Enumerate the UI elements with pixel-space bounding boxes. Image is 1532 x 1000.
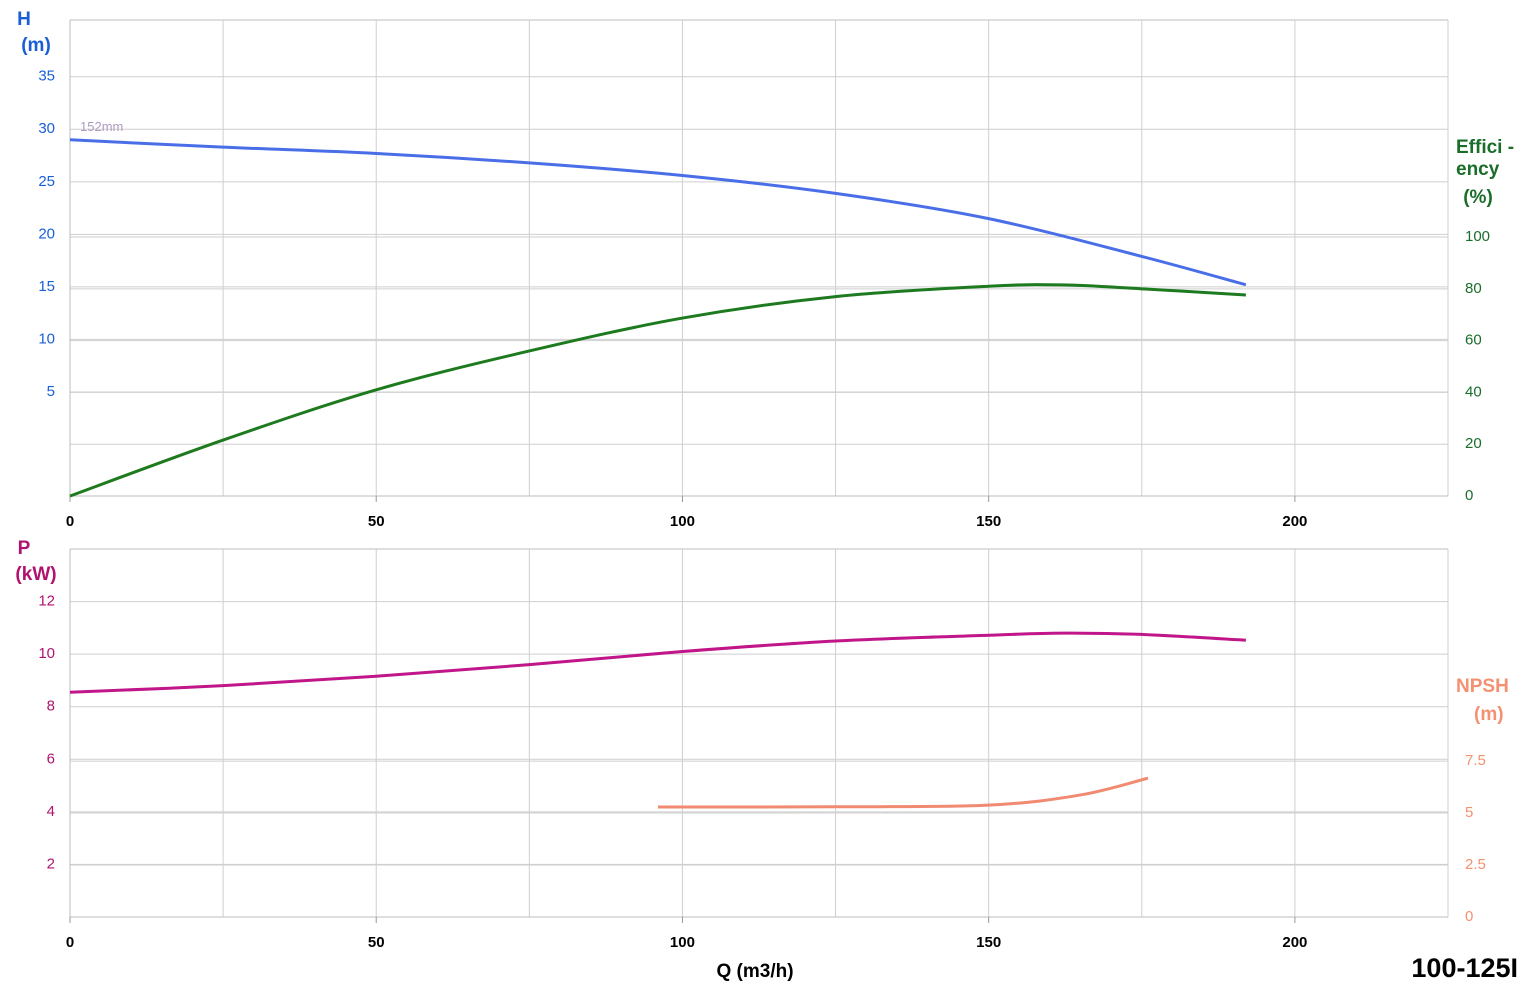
y-axis-title: (m): [21, 35, 51, 56]
y2-tick-label: 60: [1465, 332, 1482, 349]
y2-tick-label: 40: [1465, 383, 1482, 400]
x-tick-label: 150: [976, 513, 1001, 530]
y2-tick-label: 5: [1465, 804, 1473, 821]
y-tick-label: 2: [47, 855, 55, 872]
y-tick-label: 35: [38, 68, 55, 85]
y2-tick-label: 7.5: [1465, 752, 1486, 769]
y-tick-label: 10: [38, 330, 55, 347]
y-tick-label: 15: [38, 278, 55, 295]
x-tick-label: 0: [66, 934, 74, 951]
x-tick-label: 100: [670, 934, 695, 951]
y-tick-label: 12: [38, 593, 55, 610]
y-tick-label: 4: [47, 803, 55, 820]
x-tick-label: 50: [368, 513, 385, 530]
y2-tick-label: 20: [1465, 435, 1482, 452]
y-tick-label: 10: [38, 645, 55, 662]
y2-axis-title: Effici -: [1456, 137, 1514, 158]
y-tick-label: 25: [38, 173, 55, 190]
y-axis-title: (kW): [15, 564, 56, 585]
y2-tick-label: 0: [1465, 908, 1473, 925]
y2-tick-label: 80: [1465, 280, 1482, 297]
y2-axis-title: (m): [1474, 704, 1504, 725]
y-tick-label: 5: [47, 383, 55, 400]
curve: [69, 631, 1246, 694]
x-tick-label: 0: [66, 513, 74, 530]
y2-tick-label: 2.5: [1465, 856, 1486, 873]
y2-axis-title: NPSH: [1456, 676, 1509, 697]
model-label: 100-125I: [1411, 953, 1518, 983]
y-tick-label: 6: [47, 750, 55, 767]
x-tick-label: 200: [1282, 934, 1307, 951]
y-axis-title: H: [17, 9, 31, 30]
x-tick-label: 50: [368, 934, 385, 951]
y2-axis-title: ency: [1456, 159, 1500, 180]
y-tick-label: 20: [38, 225, 55, 242]
curve: [69, 138, 1247, 287]
y2-tick-label: 100: [1465, 228, 1490, 245]
curve-label: 152mm: [80, 119, 123, 134]
x-axis-title: Q (m3/h): [716, 961, 793, 982]
x-tick-label: 150: [976, 934, 1001, 951]
curve: [657, 776, 1149, 809]
curve: [69, 283, 1246, 498]
x-tick-label: 200: [1282, 513, 1307, 530]
x-tick-label: 100: [670, 513, 695, 530]
y-axis-title: P: [18, 538, 31, 559]
y-tick-label: 30: [38, 120, 55, 137]
y-tick-label: 8: [47, 698, 55, 715]
y2-tick-label: 0: [1465, 487, 1473, 504]
y2-axis-title: (%): [1463, 187, 1493, 208]
